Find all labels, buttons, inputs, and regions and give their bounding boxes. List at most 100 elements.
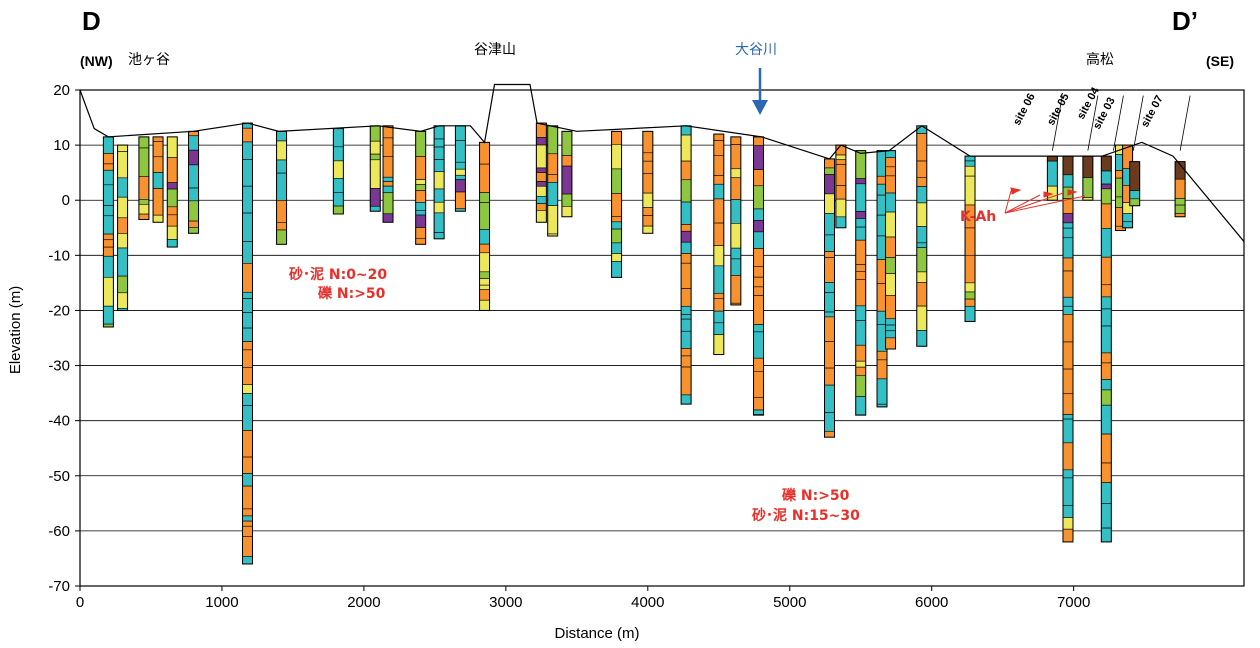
borehole-layer xyxy=(415,209,426,216)
borehole-layer xyxy=(824,316,835,342)
borehole-layer xyxy=(730,199,742,224)
borehole-layer xyxy=(166,136,178,158)
borehole-outline xyxy=(1100,155,1112,543)
section-end-label: D’ xyxy=(1172,6,1198,36)
borehole-layer xyxy=(479,142,490,165)
borehole-layer xyxy=(536,185,547,197)
borehole-layer xyxy=(713,292,725,299)
borehole-layer xyxy=(1062,155,1074,176)
borehole xyxy=(916,125,928,347)
gridlines xyxy=(80,144,1244,532)
borehole-layer xyxy=(680,224,692,232)
borehole-layer xyxy=(103,205,114,217)
borehole-layer xyxy=(188,227,199,234)
borehole-outline xyxy=(730,136,742,306)
borehole-layer xyxy=(824,282,835,293)
borehole-layer xyxy=(876,350,888,361)
borehole-layer xyxy=(455,161,466,170)
borehole-layer xyxy=(824,341,835,369)
borehole-layer xyxy=(333,178,344,193)
borehole-layer xyxy=(1101,404,1112,435)
borehole-layer xyxy=(1101,482,1112,504)
borehole-layer xyxy=(680,318,692,332)
borehole-layer xyxy=(1062,237,1074,259)
site-label-05: site 05 xyxy=(1045,92,1072,128)
borehole-layer xyxy=(680,253,692,264)
borehole-layer xyxy=(753,397,764,411)
borehole-layer xyxy=(547,153,558,175)
borehole-layer xyxy=(166,239,178,248)
borehole-layer xyxy=(885,273,896,296)
borehole-layer xyxy=(382,192,394,215)
y-tick-label: -60 xyxy=(48,523,70,540)
borehole-layer xyxy=(276,140,287,161)
borehole-layer xyxy=(1062,414,1074,420)
k-ah-pointer-lines xyxy=(1004,187,1086,214)
borehole xyxy=(642,130,654,234)
borehole-layer xyxy=(1062,174,1074,188)
borehole-layer xyxy=(415,214,426,228)
annotation-lower-line1: 礫 N:>50 xyxy=(782,487,850,504)
borehole-layer xyxy=(855,211,867,219)
borehole-layer xyxy=(382,176,394,182)
borehole-layer xyxy=(680,288,692,307)
borehole-layer xyxy=(642,131,654,154)
borehole xyxy=(276,130,288,245)
borehole xyxy=(1122,144,1134,229)
borehole-layer xyxy=(642,215,654,227)
borehole-layer xyxy=(1062,517,1074,530)
borehole-layer xyxy=(1101,203,1112,229)
borehole-layer xyxy=(916,226,928,244)
borehole-layer xyxy=(916,271,928,283)
borehole-layer xyxy=(276,131,287,142)
borehole-layer xyxy=(964,298,976,307)
borehole xyxy=(964,155,976,322)
x-tick-label: 1000 xyxy=(205,594,238,611)
borehole-layer xyxy=(242,515,253,522)
borehole-layer xyxy=(103,163,114,171)
borehole-layer xyxy=(276,229,287,245)
borehole-layer xyxy=(753,409,764,415)
borehole-layer xyxy=(1174,178,1186,199)
borehole-outline xyxy=(561,130,573,218)
y-tick-label: 20 xyxy=(53,82,70,99)
borehole-layer xyxy=(382,137,394,157)
borehole-layer xyxy=(964,227,976,256)
borehole-layer xyxy=(455,179,466,193)
borehole-layer xyxy=(1062,257,1074,272)
borehole-layer xyxy=(1122,221,1133,229)
borehole-layer xyxy=(885,211,896,238)
borehole-layer xyxy=(103,184,114,206)
borehole-layer xyxy=(680,348,692,357)
borehole-layer xyxy=(1062,341,1074,370)
borehole-layer xyxy=(242,367,253,385)
borehole-layer xyxy=(188,135,199,151)
borehole xyxy=(1100,155,1112,543)
borehole-layer xyxy=(753,286,764,296)
place-name-ikegaya: 池ヶ谷 xyxy=(128,52,170,68)
borehole-layer xyxy=(1047,155,1058,162)
y-tick-label: -30 xyxy=(48,358,70,375)
borehole-layer xyxy=(117,151,128,179)
borehole-layer xyxy=(680,134,692,162)
borehole-layer xyxy=(611,168,622,194)
borehole-layer xyxy=(103,215,114,235)
annotation-lower-line2: 砂･泥 N:15~30 xyxy=(751,507,860,524)
borehole-layer xyxy=(479,278,490,286)
borehole-layer xyxy=(916,305,928,331)
borehole-layer xyxy=(276,172,287,201)
borehole-layer xyxy=(824,158,835,169)
borehole-layer xyxy=(753,266,764,278)
borehole-layer xyxy=(242,485,253,510)
borehole-layer xyxy=(835,154,847,161)
borehole-outline xyxy=(885,150,897,350)
x-tick-label: 3000 xyxy=(489,594,522,611)
borehole-layer xyxy=(103,239,114,248)
borehole-layer xyxy=(1062,477,1074,506)
borehole-layer xyxy=(433,159,445,173)
y-tick-label: -40 xyxy=(48,413,70,430)
borehole-layer xyxy=(369,188,381,207)
borehole-layer xyxy=(855,344,867,362)
borehole-layer xyxy=(1101,308,1112,327)
borehole xyxy=(369,125,381,212)
